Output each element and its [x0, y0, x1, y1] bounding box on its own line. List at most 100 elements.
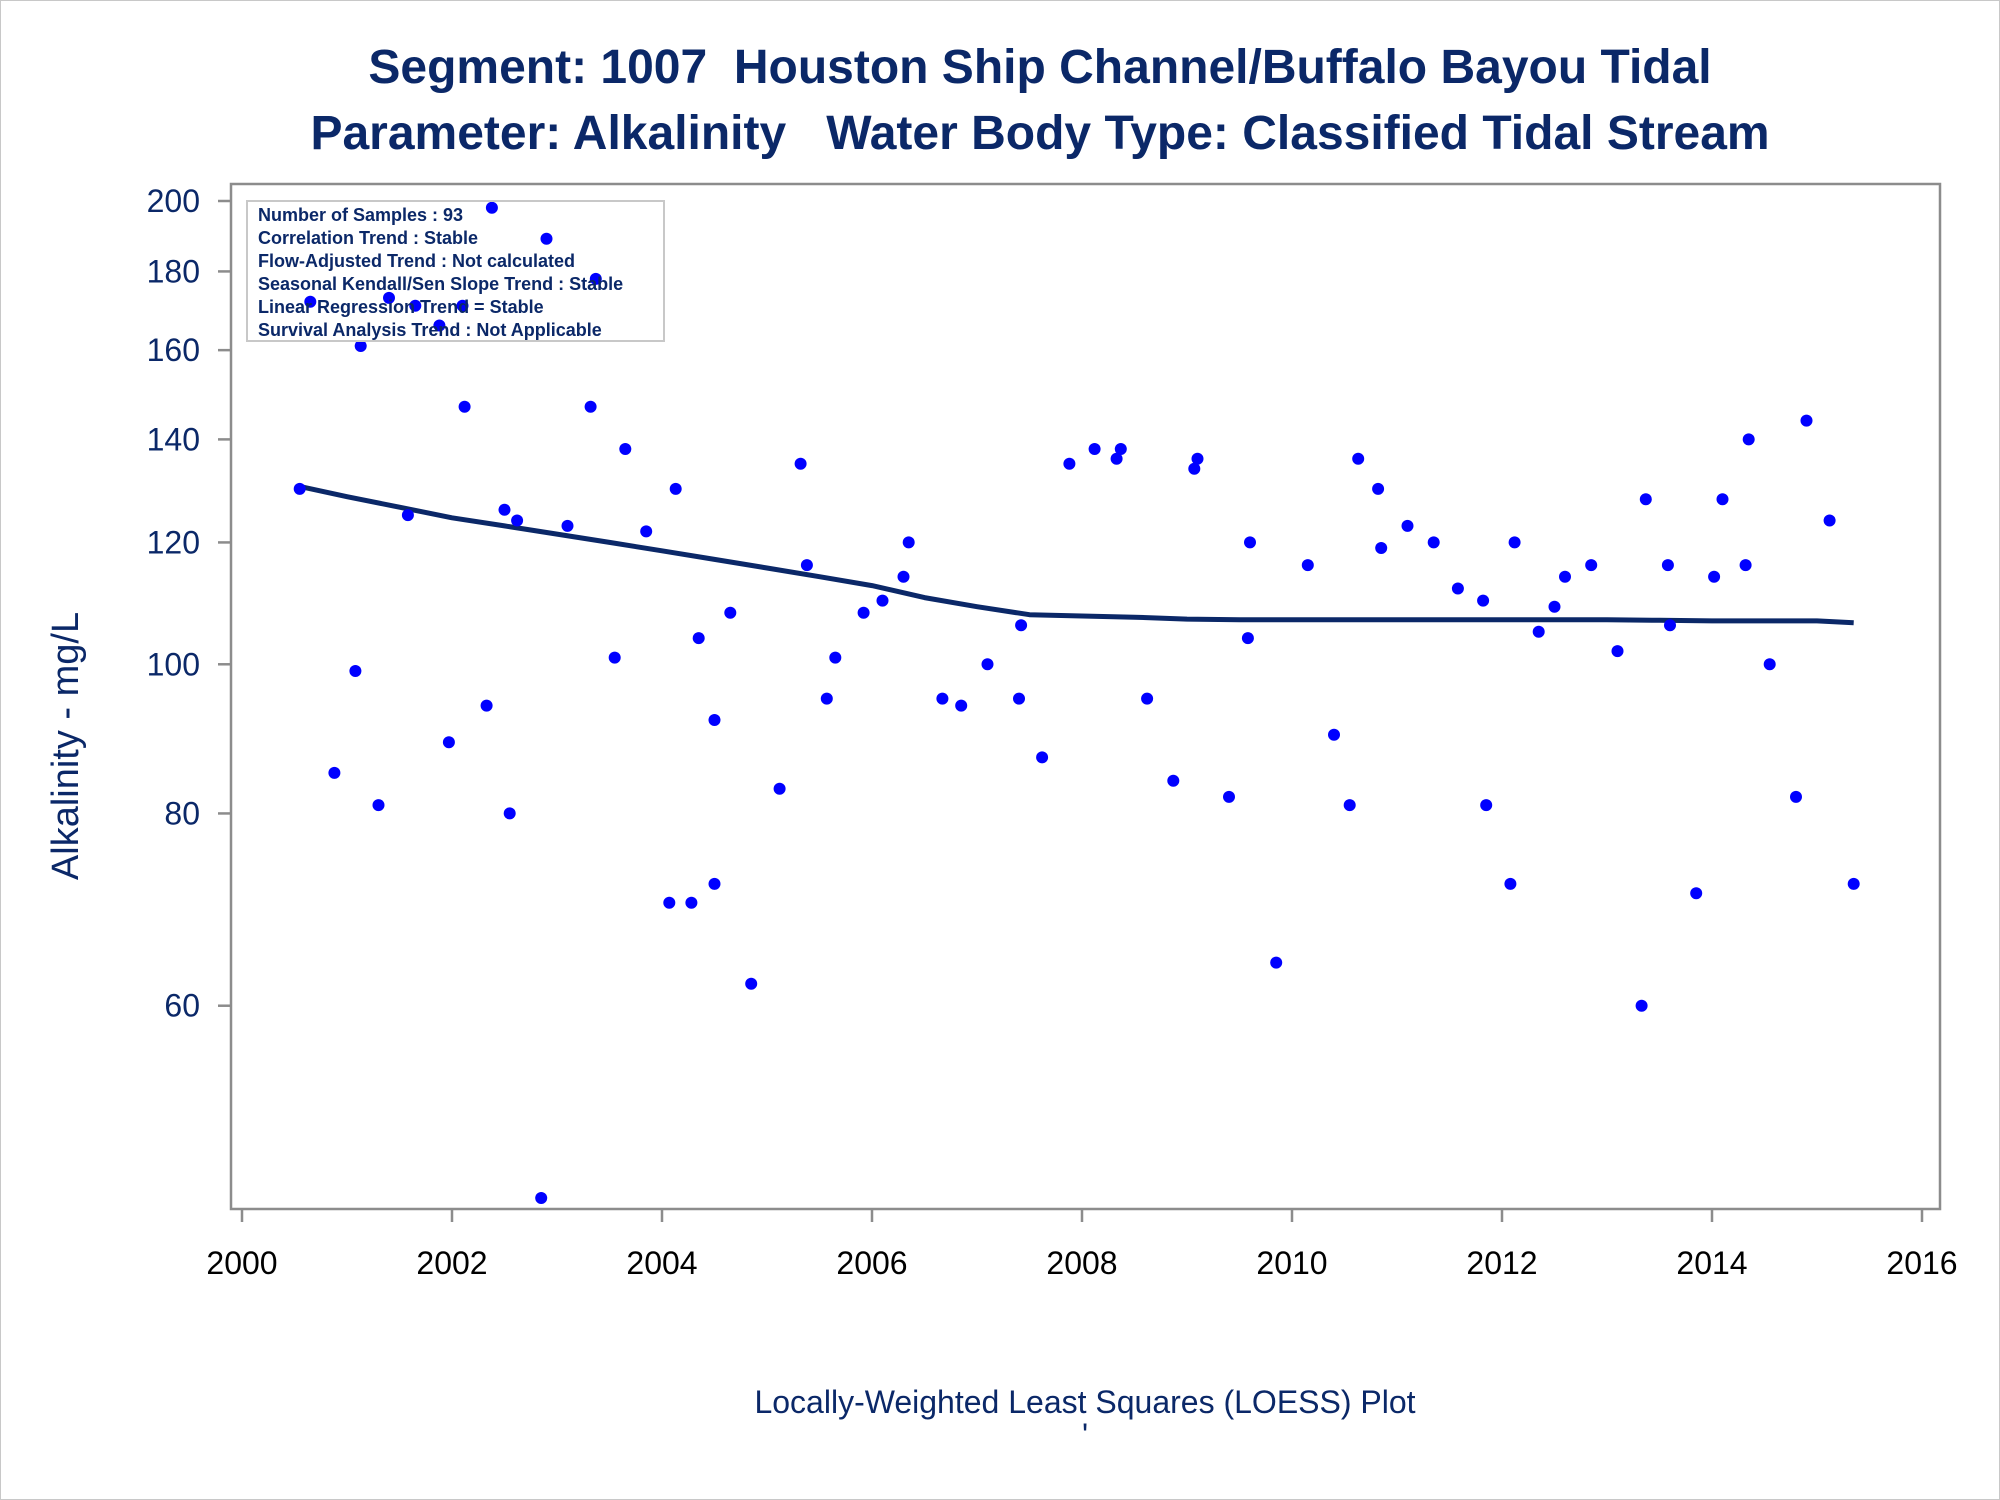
data-point: [1401, 519, 1414, 532]
data-point: [383, 291, 395, 304]
data-point: [456, 299, 469, 312]
data-point: [1742, 433, 1755, 446]
data-point: [1790, 790, 1802, 803]
x-tick-label: 2016: [1886, 1245, 1957, 1281]
data-point: [1532, 625, 1545, 638]
stats-legend: Number of Samples : 93 Correlation Trend …: [246, 200, 665, 342]
x-axis: 2000 2002 2004 2006 2008 2010 2012 2014 2016: [206, 1209, 1958, 1281]
data-point: [685, 896, 698, 909]
data-point: [902, 536, 915, 549]
data-point: [561, 519, 574, 532]
y-tick-label: 120: [147, 524, 200, 560]
legend-box: [246, 200, 665, 342]
chart-title: Segment: 1007 Houston Ship Channel/Buffa…: [368, 41, 1712, 94]
data-point: [372, 799, 385, 812]
x-tick-label: 2014: [1676, 1245, 1747, 1281]
sample-points-group: [293, 201, 1860, 1204]
data-point: [1477, 594, 1490, 607]
data-point: [936, 692, 949, 705]
footnote-mark: ': [1082, 1417, 1088, 1453]
x-tick-label: 2002: [416, 1245, 487, 1281]
data-point: [1244, 536, 1256, 549]
data-point: [589, 272, 602, 285]
legend-line: Seasonal Kendall/Sen Slope Trend : Stabl…: [258, 274, 623, 294]
data-point: [584, 400, 597, 413]
data-point: [724, 606, 737, 619]
data-point: [1708, 570, 1721, 583]
data-point: [1013, 692, 1025, 705]
data-point: [540, 232, 553, 245]
legend-line: Survival Analysis Trend : Not Applicable: [258, 320, 602, 340]
data-point: [708, 877, 721, 890]
data-point: [1372, 482, 1385, 495]
data-point: [1110, 452, 1123, 465]
legend-line: Linear Regression Trend = Stable: [258, 297, 544, 317]
y-tick-label: 200: [147, 183, 200, 219]
data-point: [1427, 536, 1440, 549]
legend-line: Number of Samples : 93: [258, 205, 463, 225]
x-tick-label: 2000: [206, 1245, 277, 1281]
data-point: [433, 319, 446, 332]
data-point: [800, 559, 813, 572]
y-tick-label: 80: [164, 795, 200, 831]
y-tick-label: 160: [147, 332, 200, 368]
data-point: [876, 594, 889, 607]
data-point: [1191, 452, 1204, 465]
data-point: [409, 299, 422, 312]
data-point: [608, 651, 621, 664]
data-point: [1270, 956, 1283, 969]
data-point: [1188, 462, 1201, 475]
data-point: [955, 699, 968, 712]
data-point: [745, 977, 758, 990]
data-point: [1661, 559, 1674, 572]
legend-line: Flow-Adjusted Trend : Not calculated: [258, 251, 575, 271]
data-point: [1451, 582, 1464, 595]
data-point: [640, 525, 653, 538]
data-point: [480, 699, 493, 712]
data-point: [669, 482, 682, 495]
data-point: [511, 514, 524, 527]
data-point: [1343, 799, 1356, 812]
y-tick-label: 60: [164, 988, 200, 1024]
data-point: [1241, 632, 1254, 645]
data-point: [498, 503, 511, 516]
data-point: [1352, 452, 1365, 465]
data-point: [794, 457, 807, 470]
data-point: [829, 651, 842, 664]
data-point: [1739, 559, 1752, 572]
data-point: [503, 807, 516, 820]
x-tick-label: 2004: [626, 1245, 697, 1281]
data-point: [1585, 559, 1598, 572]
legend-line: Correlation Trend : Stable: [258, 228, 478, 248]
y-axis-label: Alkalinity - mg/L: [45, 612, 87, 880]
data-point: [1548, 600, 1561, 613]
data-point: [442, 736, 455, 749]
data-point: [1559, 570, 1571, 583]
chart-subtitle: Parameter: Alkalinity Water Body Type: C…: [310, 107, 1770, 160]
data-point: [293, 482, 306, 495]
y-axis: 60 80 100 120 140 160 180 200: [147, 183, 231, 1024]
data-point: [1375, 542, 1388, 554]
data-point: [1664, 619, 1676, 632]
data-point: [1635, 999, 1648, 1012]
data-point: [485, 201, 498, 214]
data-point: [1223, 790, 1235, 803]
data-point: [1847, 877, 1860, 890]
data-point: [1800, 414, 1813, 427]
data-point: [1504, 877, 1517, 890]
data-point: [820, 692, 833, 705]
data-point: [1763, 658, 1776, 671]
data-point: [1716, 493, 1729, 506]
x-tick-label: 2012: [1466, 1245, 1537, 1281]
data-point: [692, 632, 705, 645]
loess-curve-group: [299, 483, 1854, 626]
data-point: [1611, 645, 1624, 658]
y-tick-label: 140: [147, 421, 200, 457]
data-point: [1167, 774, 1180, 787]
y-tick-label: 100: [147, 646, 200, 682]
data-point: [1690, 887, 1703, 900]
data-point: [328, 766, 341, 779]
footnote: Locally-Weighted Least Squares (LOESS) P…: [754, 1384, 1415, 1420]
data-point: [981, 658, 994, 671]
